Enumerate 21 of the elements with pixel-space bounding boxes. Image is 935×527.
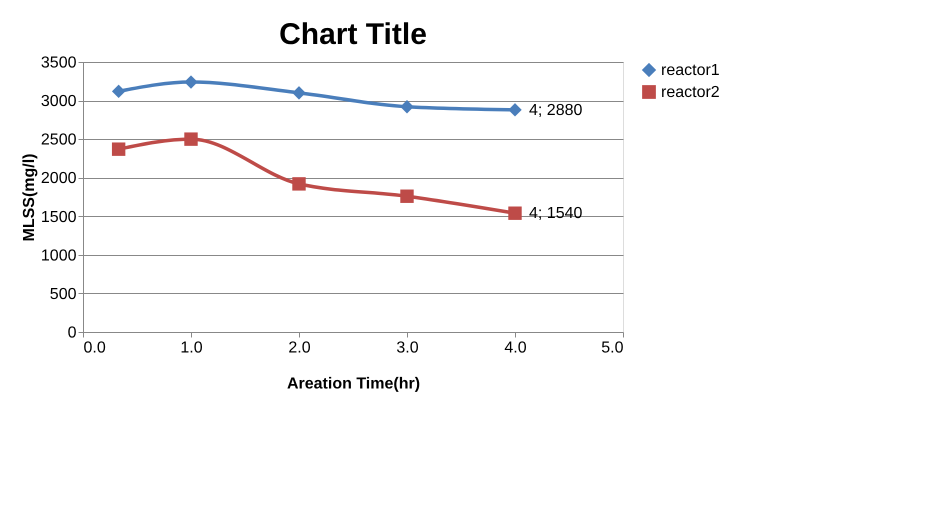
y-tick-label: 2500 [40,132,77,149]
x-tick-label: 2.0 [288,340,311,356]
chart-title: Chart Title [279,18,427,51]
legend-label: reactor1 [661,62,720,79]
legend-label: reactor2 [661,84,720,101]
y-tick-label: 3000 [40,93,77,110]
x-tick-label: 5.0 [601,340,624,356]
data-label: 4; 1540 [529,205,582,222]
y-tick-label: 2000 [40,170,77,188]
y-tick-label: 500 [50,286,77,303]
x-tick-label: 0.0 [84,340,106,356]
x-tick-label: 4.0 [504,340,527,356]
y-tick-label: 0 [68,324,77,342]
x-tick-label: 1.0 [180,340,203,356]
x-tick-label: 3.0 [396,340,419,356]
data-label: 4; 2880 [529,102,582,119]
y-tick-label: 1500 [40,208,77,226]
x-axis-title: Areation Time(hr) [286,376,420,392]
y-tick-label: 3500 [40,54,77,72]
y-tick-label: 1000 [40,247,77,264]
y-axis-title: MLSS(mg/l) [20,154,38,242]
